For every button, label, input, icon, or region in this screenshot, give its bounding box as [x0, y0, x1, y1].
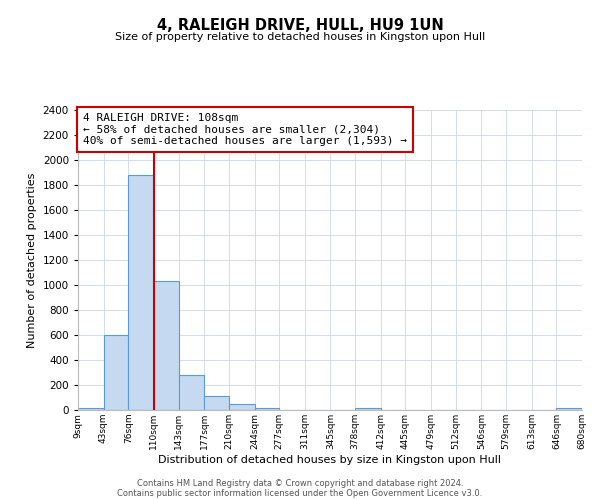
- Bar: [179, 375, 204, 410]
- Text: Contains public sector information licensed under the Open Government Licence v3: Contains public sector information licen…: [118, 488, 482, 498]
- Bar: [229, 404, 254, 410]
- Text: 4, RALEIGH DRIVE, HULL, HU9 1UN: 4, RALEIGH DRIVE, HULL, HU9 1UN: [157, 18, 443, 32]
- Bar: [355, 408, 381, 410]
- Bar: [128, 175, 154, 410]
- Bar: [204, 396, 229, 410]
- Text: Contains HM Land Registry data © Crown copyright and database right 2024.: Contains HM Land Registry data © Crown c…: [137, 478, 463, 488]
- Bar: [78, 408, 104, 410]
- Bar: [154, 281, 179, 410]
- Y-axis label: Number of detached properties: Number of detached properties: [27, 172, 37, 348]
- Text: 4 RALEIGH DRIVE: 108sqm
← 58% of detached houses are smaller (2,304)
40% of semi: 4 RALEIGH DRIVE: 108sqm ← 58% of detache…: [83, 113, 407, 146]
- Bar: [104, 335, 128, 410]
- Bar: [556, 408, 582, 410]
- Text: Size of property relative to detached houses in Kingston upon Hull: Size of property relative to detached ho…: [115, 32, 485, 42]
- Bar: [254, 408, 279, 410]
- X-axis label: Distribution of detached houses by size in Kingston upon Hull: Distribution of detached houses by size …: [158, 454, 502, 464]
